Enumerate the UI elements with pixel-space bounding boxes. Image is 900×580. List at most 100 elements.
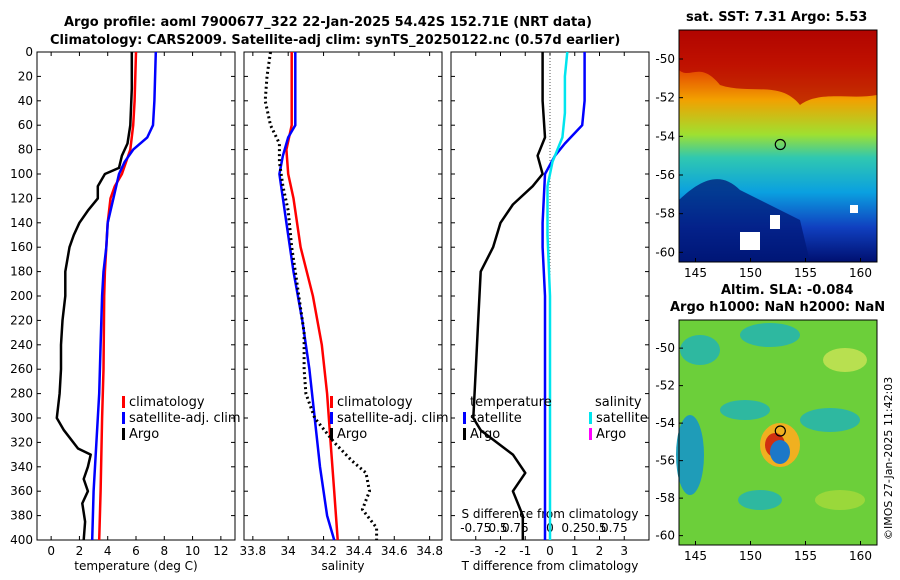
temperature-legend: climatology satellite-adj. clim Argo	[122, 395, 241, 442]
x-tick-label: -1	[519, 544, 531, 558]
salinity-depth-ticks	[244, 51, 442, 541]
map-y-tick-label: -52	[655, 379, 675, 393]
t-difference-axis-ticks: -3 -2 -1 0 1 2 3	[470, 52, 628, 558]
x-tick-label: 0	[47, 544, 55, 558]
sla-mid-anomaly	[823, 348, 867, 372]
temperature-axis-ticks: 0 2 4 6 8 10 12	[47, 52, 228, 558]
legend-climatology: climatology	[129, 395, 205, 410]
sla-low-anomaly	[676, 415, 704, 495]
map-y-tick-label: -54	[655, 129, 675, 143]
difference-depth-ticks	[451, 51, 649, 541]
series-line-s-satellite	[546, 51, 569, 540]
legend-climatology: climatology	[337, 395, 413, 410]
map-y-tick-label: -54	[655, 416, 675, 430]
x-tick-label: 6	[132, 544, 140, 558]
x-tick-label: 2	[76, 544, 84, 558]
sla-low-anomaly	[738, 490, 782, 510]
legend-salinity-header: salinity	[595, 395, 642, 410]
map-x-tick-label: 145	[684, 266, 707, 280]
series-line-argo	[55, 52, 134, 541]
depth-tick-label: 200	[10, 289, 33, 303]
sla-map-title-line1: Altim. SLA: -0.084	[721, 283, 854, 298]
s-difference-ticks: -0.750.50.75 0 0.25 0.50.75	[460, 521, 627, 535]
depth-tick-label: 80	[18, 143, 33, 157]
x-tick-label: 34.4	[346, 544, 373, 558]
depth-tick-label: 160	[10, 240, 33, 254]
map-x-tick-label: 155	[794, 266, 817, 280]
legend-swatch-climatology	[122, 396, 125, 408]
legend-swatch-climatology	[330, 396, 333, 408]
x-tick-label: 0	[546, 544, 554, 558]
s-tick-label: 0.75	[502, 521, 529, 535]
depth-tick-label: 140	[10, 216, 33, 230]
series-line-satellite-adj-clim	[278, 52, 336, 541]
legend-s-satellite: satellite	[596, 411, 648, 426]
sla-low-anomaly	[800, 408, 860, 432]
map-y-tick-label: -58	[655, 491, 675, 505]
sla-low-anomaly	[680, 335, 720, 365]
legend-swatch-t-argo	[463, 428, 466, 440]
x-tick-label: 34.8	[416, 544, 443, 558]
x-tick-label: -3	[470, 544, 482, 558]
difference-legend: temperature satellite Argo salinity sate…	[463, 395, 648, 442]
salinity-axis-ticks: 33.8 34 34.2 34.4 34.6 34.8	[239, 52, 443, 558]
legend-argo: Argo	[337, 427, 367, 442]
s-tick-label: -0.75	[460, 521, 491, 535]
difference-series	[472, 51, 586, 540]
x-tick-label: 34.6	[381, 544, 408, 558]
map-y-tick-label: -50	[655, 52, 675, 66]
legend-t-satellite: satellite	[470, 411, 522, 426]
legend-swatch-satellite	[330, 412, 333, 424]
depth-tick-label: 40	[18, 94, 33, 108]
depth-tick-label: 240	[10, 338, 33, 352]
sla-map-frame	[678, 319, 878, 546]
sla-map-axes: 145 150 155 160 -50 -52 -54 -56 -58 -60	[655, 341, 872, 563]
s-tick-label: 0.5	[488, 521, 507, 535]
salinity-series	[263, 51, 379, 541]
series-line-satellite-adj-clim	[90, 51, 158, 541]
argo-location-marker	[774, 138, 786, 151]
depth-axis-ticks: 0 20 40 60 80 100 120 140 160 180 200 220 240 260 280 3…	[10, 45, 235, 547]
legend-swatch-argo	[330, 428, 333, 440]
depth-tick-label: 220	[10, 313, 33, 327]
argo-location-marker	[774, 425, 786, 437]
sst-missing-data	[740, 232, 760, 250]
depth-tick-label: 180	[10, 265, 33, 279]
map-y-tick-label: -60	[655, 245, 675, 259]
legend-satellite: satellite-adj. clim	[129, 411, 241, 426]
map-y-tick-label: -52	[655, 91, 675, 105]
legend-swatch-argo	[122, 428, 125, 440]
map-y-tick-label: -56	[655, 168, 675, 182]
salinity-panel-frame	[243, 51, 443, 541]
map-x-tick-label: 160	[849, 549, 872, 563]
sst-cold-region	[679, 179, 810, 262]
t-difference-axis-label: T difference from climatology	[461, 559, 639, 573]
temperature-panel-frame	[36, 51, 236, 541]
sst-missing-data	[850, 205, 858, 213]
x-tick-label: -2	[495, 544, 507, 558]
depth-tick-label: 20	[18, 69, 33, 83]
legend-swatch-t-satellite	[463, 412, 466, 424]
figure-title-line1: Argo profile: aoml 7900677_322 22-Jan-20…	[64, 15, 592, 30]
sst-map-frame	[678, 29, 878, 263]
s-tick-label: 0.25	[561, 521, 588, 535]
x-tick-label: 33.8	[239, 544, 266, 558]
depth-tick-label: 380	[10, 509, 33, 523]
map-x-tick-label: 150	[739, 549, 762, 563]
salinity-axis-label: salinity	[321, 559, 364, 573]
sst-warm-region	[679, 30, 877, 105]
x-tick-label: 2	[596, 544, 604, 558]
x-tick-label: 4	[104, 544, 112, 558]
depth-tick-label: 300	[10, 411, 33, 425]
map-y-tick-label: -50	[655, 341, 675, 355]
temperature-axis-label: temperature (deg C)	[74, 559, 197, 573]
x-tick-label: 1	[571, 544, 579, 558]
legend-s-argo: Argo	[596, 427, 626, 442]
depth-tick-label: 120	[10, 191, 33, 205]
series-line-climatology	[285, 52, 339, 541]
x-tick-label: 8	[160, 544, 168, 558]
sst-missing-data	[770, 215, 780, 229]
series-line-argo	[263, 51, 379, 540]
map-x-tick-label: 160	[849, 266, 872, 280]
